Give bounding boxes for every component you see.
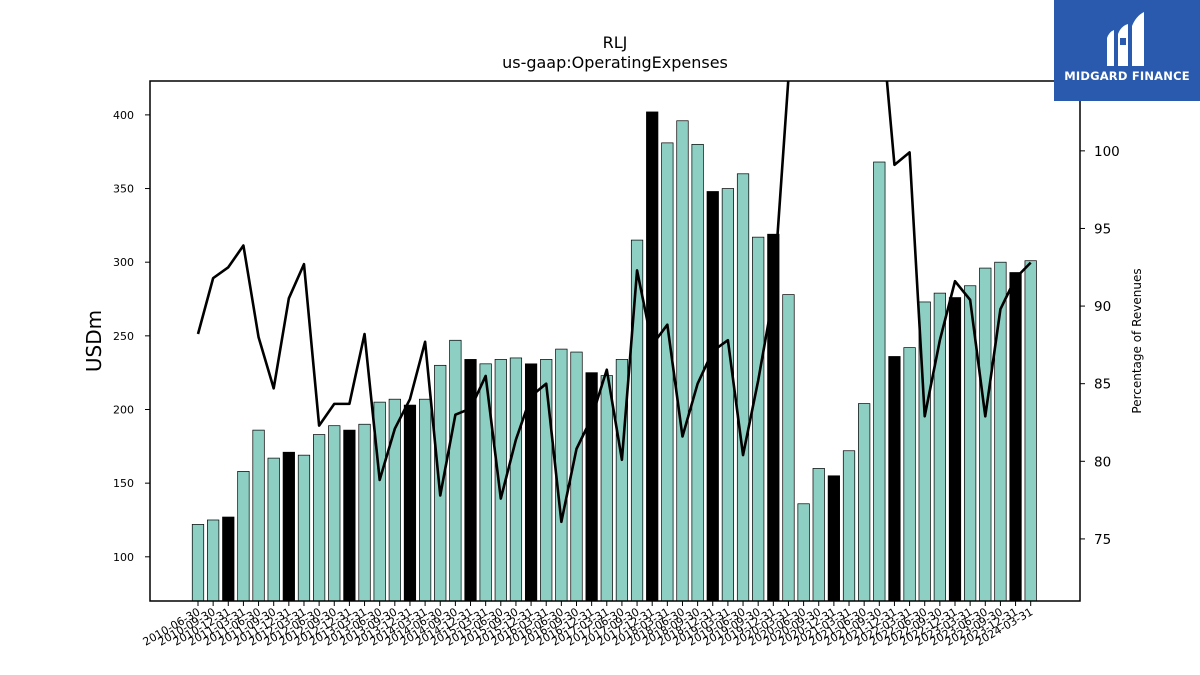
bar-2013-03-31 bbox=[358, 423, 371, 602]
y2-tick-label: 100 bbox=[1094, 144, 1120, 160]
bar-2016-09-30 bbox=[570, 351, 583, 602]
bars-group bbox=[191, 111, 1037, 602]
bar-2014-09-30 bbox=[449, 339, 462, 602]
y-tick-label: 100 bbox=[113, 551, 134, 564]
bar-2012-03-31 bbox=[297, 454, 311, 602]
x-axis: 2010-06-302010-09-302010-12-312011-03-31… bbox=[141, 601, 1035, 649]
bar-2010-06-30 bbox=[191, 524, 205, 602]
y-tick-label: 150 bbox=[113, 477, 134, 490]
y-tick-label: 400 bbox=[113, 109, 134, 122]
bar-2022-12-31 bbox=[948, 297, 962, 602]
plot-frame bbox=[149, 80, 1081, 602]
bar-2012-09-30 bbox=[328, 425, 341, 602]
bar-2018-03-31 bbox=[661, 142, 674, 602]
y-tick-label: 350 bbox=[113, 183, 134, 196]
bar-2020-09-30 bbox=[812, 468, 825, 602]
bar-2011-06-30 bbox=[252, 429, 265, 602]
y2-tick-label: 90 bbox=[1094, 299, 1111, 315]
bar-2016-03-31 bbox=[540, 359, 553, 602]
bar-2018-06-30 bbox=[676, 120, 689, 602]
ratio-line bbox=[196, 81, 1032, 524]
bar-2021-03-31 bbox=[842, 450, 856, 602]
bar-2011-12-31 bbox=[282, 451, 295, 602]
bar-2014-03-31 bbox=[419, 398, 432, 602]
bar-2014-12-31 bbox=[464, 359, 477, 602]
y2-tick-label: 80 bbox=[1094, 454, 1111, 470]
y2-tick-label: 85 bbox=[1094, 377, 1111, 393]
y2-tick-label: 95 bbox=[1094, 221, 1111, 237]
y-axis-right: 75 80 85 90 95 100 bbox=[1080, 144, 1120, 548]
chart-title: RLJ bbox=[603, 33, 628, 52]
logo-text: MIDGARD FINANCE bbox=[1064, 69, 1190, 83]
midgard-finance-logo: MIDGARD FINANCE bbox=[1054, 0, 1200, 101]
y-tick-label: 300 bbox=[113, 256, 134, 269]
bar-2012-12-31 bbox=[343, 429, 356, 602]
bar-2020-06-30 bbox=[797, 503, 810, 602]
bar-2015-09-30 bbox=[509, 357, 523, 602]
bar-2011-03-31 bbox=[237, 471, 250, 602]
bar-2018-12-31 bbox=[706, 191, 719, 602]
bar-2019-09-30 bbox=[752, 236, 765, 602]
bar-2019-03-31 bbox=[721, 188, 735, 602]
y2-tick-label: 75 bbox=[1094, 532, 1111, 548]
bar-2013-12-31 bbox=[403, 404, 417, 602]
bar-2019-06-30 bbox=[736, 173, 750, 602]
bar-2012-06-30 bbox=[313, 434, 326, 602]
bar-2020-12-31 bbox=[827, 475, 840, 602]
y-tick-label: 200 bbox=[113, 403, 134, 416]
bar-2021-06-30 bbox=[858, 403, 871, 602]
bar-2023-12-31 bbox=[1009, 272, 1022, 602]
bar-2010-12-31 bbox=[222, 516, 235, 602]
y-axis-label: USDm bbox=[82, 310, 106, 372]
bar-2021-12-31 bbox=[888, 356, 901, 602]
bar-2010-09-30 bbox=[207, 519, 220, 602]
bar-2011-09-30 bbox=[267, 457, 280, 602]
bar-2023-06-30 bbox=[979, 267, 992, 602]
chart-subtitle: us-gaap:OperatingExpenses bbox=[502, 53, 728, 72]
y2-axis-label: Percentage of Revenues bbox=[1130, 268, 1144, 413]
y-tick-label: 250 bbox=[113, 330, 134, 343]
bar-2017-12-31 bbox=[646, 111, 659, 602]
bar-2024-03-31 bbox=[1024, 260, 1037, 602]
bar-2017-03-31 bbox=[600, 375, 613, 602]
bar-2022-03-31 bbox=[903, 347, 916, 602]
bar-2021-09-30 bbox=[873, 161, 886, 602]
bar-2020-03-31 bbox=[782, 294, 795, 602]
y-axis-left: 100 150 200 250 300 350 400 bbox=[113, 109, 150, 564]
midgard-logo-icon bbox=[1107, 12, 1144, 66]
line-group bbox=[196, 81, 1032, 524]
